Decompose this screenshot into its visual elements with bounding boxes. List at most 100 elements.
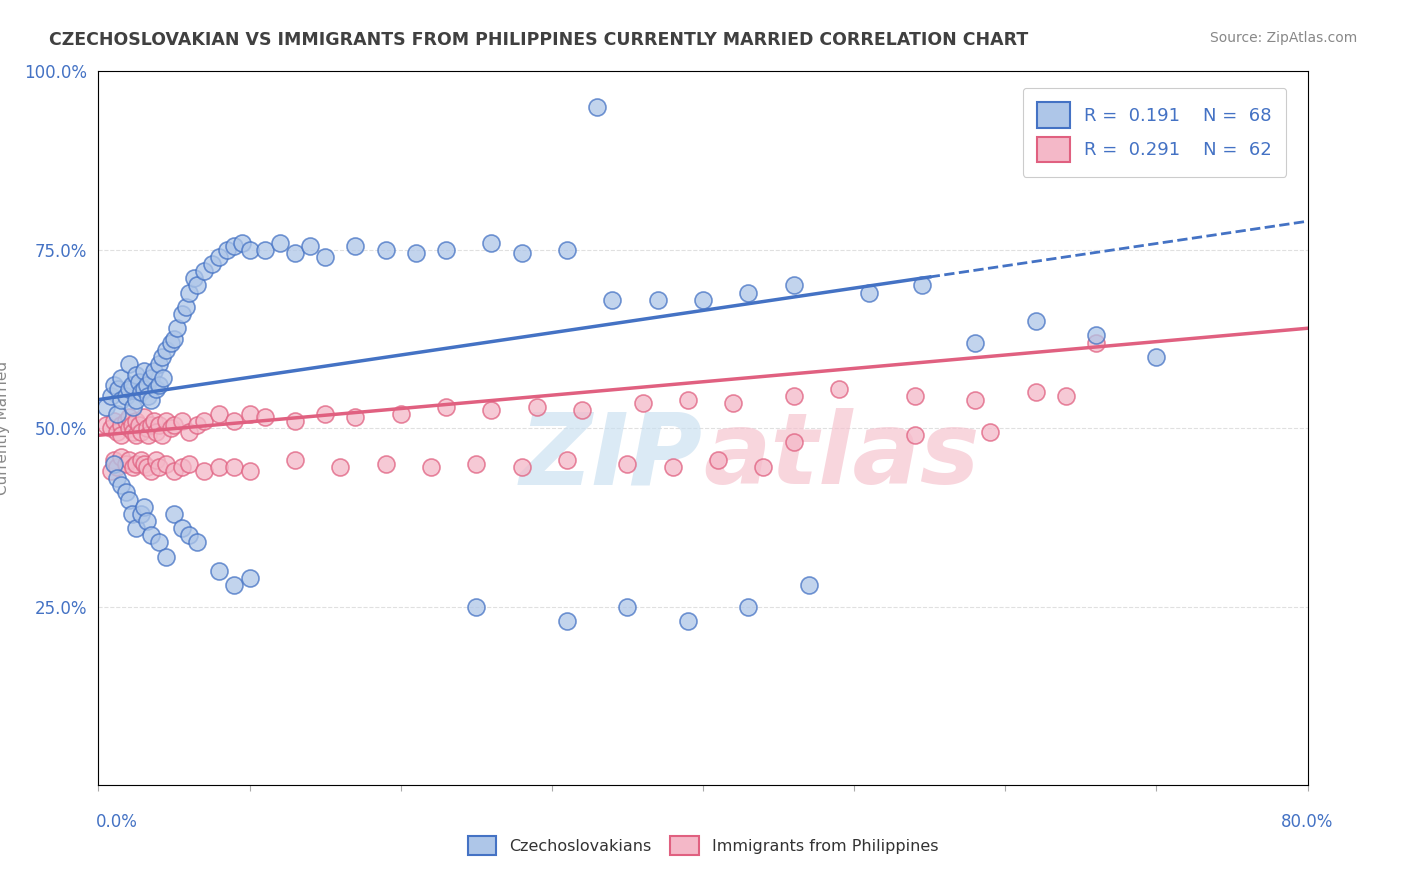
Point (105, 460, 128, 475)
Text: 80.0%: 80.0% (1281, 814, 1333, 831)
Point (253, 410, 276, 425)
Point (145, 382, 167, 396)
Point (201, 257, 224, 271)
Point (100, 421, 122, 435)
Point (155, 343, 177, 357)
Point (163, 332, 186, 346)
Point (231, 235, 253, 250)
Point (752, 460, 775, 475)
Point (344, 410, 367, 425)
Point (616, 457, 638, 471)
Point (128, 375, 150, 389)
Point (148, 460, 170, 475)
Point (676, 614, 699, 628)
Point (94, 417, 117, 432)
Text: Source: ZipAtlas.com: Source: ZipAtlas.com (1209, 31, 1357, 45)
Point (661, 460, 683, 475)
Point (314, 407, 336, 421)
Point (193, 264, 215, 278)
Point (121, 417, 143, 432)
Point (132, 382, 155, 396)
Point (374, 243, 396, 257)
Point (1054, 389, 1077, 403)
Text: ZIP: ZIP (520, 409, 703, 505)
Point (179, 425, 201, 439)
Point (783, 389, 806, 403)
Point (186, 535, 208, 549)
Point (329, 460, 352, 475)
Point (481, 403, 503, 417)
Point (465, 599, 488, 614)
Point (132, 410, 155, 425)
Point (135, 514, 157, 528)
Point (125, 428, 148, 442)
Point (141, 417, 163, 432)
Point (118, 492, 141, 507)
Point (269, 235, 291, 250)
Point (858, 285, 880, 300)
Point (103, 453, 125, 467)
Point (118, 382, 141, 396)
Point (143, 364, 166, 378)
Text: atlas: atlas (703, 409, 980, 505)
Point (100, 464, 122, 478)
Point (783, 278, 806, 293)
Point (193, 464, 215, 478)
Point (103, 414, 125, 428)
Point (481, 235, 503, 250)
Point (208, 564, 231, 578)
Point (107, 382, 129, 396)
Point (374, 457, 396, 471)
Point (114, 485, 136, 500)
Point (148, 535, 170, 549)
Point (105, 425, 128, 439)
Point (114, 389, 136, 403)
Point (132, 457, 155, 471)
Point (110, 428, 132, 442)
Point (148, 357, 170, 371)
Point (707, 453, 730, 467)
Point (224, 239, 246, 253)
Point (510, 246, 533, 260)
Point (526, 400, 548, 414)
Point (141, 528, 163, 542)
Point (555, 243, 578, 257)
Point (122, 425, 145, 439)
Point (616, 599, 638, 614)
Point (284, 414, 307, 428)
Point (224, 578, 246, 592)
Point (160, 421, 183, 435)
Point (676, 392, 699, 407)
Point (965, 392, 987, 407)
Point (555, 614, 578, 628)
Point (114, 457, 136, 471)
Point (129, 425, 152, 439)
Point (105, 407, 128, 421)
Point (155, 414, 177, 428)
Point (737, 285, 759, 300)
Point (121, 378, 143, 392)
Point (103, 457, 125, 471)
Point (405, 246, 427, 260)
Point (125, 521, 148, 535)
Point (160, 335, 183, 350)
Point (828, 382, 851, 396)
Point (170, 521, 193, 535)
Point (132, 500, 155, 514)
Point (141, 371, 163, 385)
Point (1024, 385, 1046, 400)
Point (141, 392, 163, 407)
Point (125, 368, 148, 382)
Point (389, 407, 412, 421)
Point (150, 428, 173, 442)
Point (148, 417, 170, 432)
Point (135, 421, 157, 435)
Point (904, 428, 927, 442)
Point (170, 307, 193, 321)
Point (183, 271, 205, 285)
Point (114, 414, 136, 428)
Point (110, 478, 132, 492)
Point (132, 364, 155, 378)
Point (118, 421, 141, 435)
Point (224, 414, 246, 428)
